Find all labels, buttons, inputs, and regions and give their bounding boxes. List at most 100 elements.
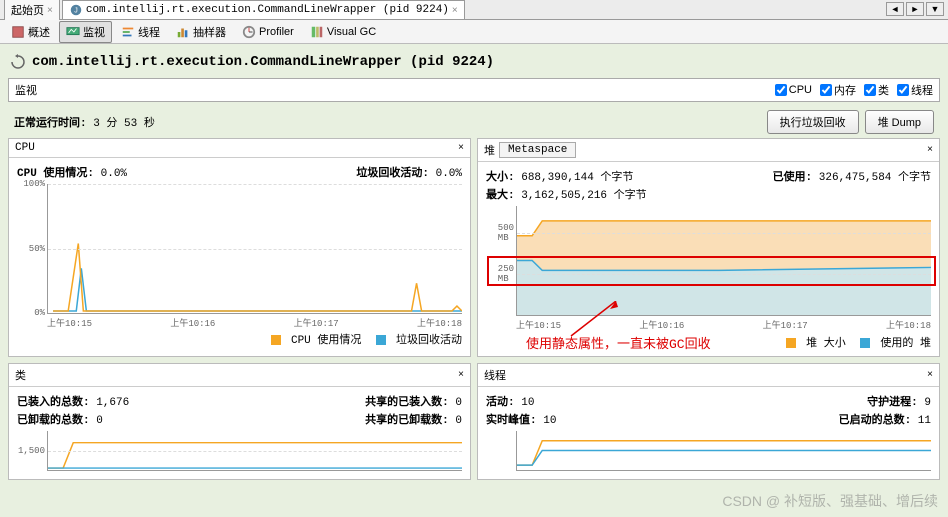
- value: 0: [96, 415, 103, 427]
- card-title: 线程: [484, 367, 506, 383]
- ylabel: 0%: [34, 308, 48, 318]
- refresh-icon[interactable]: [10, 54, 26, 70]
- label: 守护进程:: [867, 397, 918, 409]
- sampler-button[interactable]: 抽样器: [169, 21, 233, 43]
- threads-card: 线程 × 活动: 10 守护进程: 9 实时峰值: 10 已启动的总数: 11: [477, 363, 940, 480]
- threads-chart: [516, 431, 931, 471]
- card-title: 堆: [484, 142, 495, 158]
- close-icon[interactable]: ×: [927, 370, 933, 381]
- dropdown-button[interactable]: ▼: [926, 2, 944, 16]
- ylabel: 50%: [29, 244, 48, 254]
- dump-button[interactable]: 堆 Dump: [865, 110, 934, 134]
- panel-name: 监视: [15, 82, 37, 98]
- heap-size-label: 大小:: [486, 172, 515, 184]
- threads-checkbox[interactable]: 线程: [897, 82, 933, 98]
- tab-label: 起始页: [11, 2, 44, 18]
- label: Visual GC: [327, 26, 376, 38]
- heap-used-value: 326,475,584 个字节: [819, 172, 931, 184]
- tab-process[interactable]: J com.intellij.rt.execution.CommandLineW…: [62, 0, 465, 19]
- threads-icon: [121, 25, 135, 39]
- cpu-gc-value: 0.0%: [436, 168, 462, 180]
- window-buttons: ◄ ► ▼: [886, 2, 944, 16]
- label: 监视: [83, 24, 105, 40]
- close-icon[interactable]: ×: [458, 143, 464, 154]
- cpu-chart: 100% 50% 0%: [47, 184, 462, 314]
- label: 共享的已卸载数:: [365, 415, 449, 427]
- overview-button[interactable]: 概述: [4, 21, 57, 43]
- visualgc-button[interactable]: Visual GC: [303, 22, 383, 42]
- profiler-button[interactable]: Profiler: [235, 22, 301, 42]
- value: 10: [521, 397, 534, 409]
- close-icon[interactable]: ×: [458, 370, 464, 381]
- monitor-button[interactable]: 监视: [59, 21, 112, 43]
- value: 10: [543, 415, 556, 427]
- cpu-legend: CPU 使用情况 垃圾回收活动: [17, 331, 462, 347]
- charts-grid: CPU× CPU 使用情况: 0.0% 垃圾回收活动: 0.0% 100% 50…: [6, 138, 942, 480]
- next-button[interactable]: ►: [906, 2, 924, 16]
- overview-icon: [11, 25, 25, 39]
- svg-text:J: J: [74, 8, 78, 15]
- gc-button[interactable]: 执行垃圾回收: [767, 110, 859, 134]
- close-icon[interactable]: ×: [927, 145, 933, 156]
- mem-checkbox[interactable]: 内存: [820, 82, 856, 98]
- classes-checkbox[interactable]: 类: [864, 82, 889, 98]
- value: 11: [918, 415, 931, 427]
- card-title: 类: [15, 367, 26, 383]
- prev-button[interactable]: ◄: [886, 2, 904, 16]
- heap-max-label: 最大:: [486, 190, 515, 202]
- label: 抽样器: [193, 24, 226, 40]
- label: 活动:: [486, 397, 515, 409]
- label: Profiler: [259, 26, 294, 38]
- annotation-box: [487, 256, 936, 286]
- ylabel: 500 MB: [498, 223, 517, 243]
- threads-button[interactable]: 线程: [114, 21, 167, 43]
- profiler-icon: [242, 25, 256, 39]
- checkboxes: CPU 内存 类 线程: [775, 82, 933, 98]
- classes-chart: 1,500: [47, 431, 462, 471]
- heap-max-value: 3,162,505,216 个字节: [521, 190, 646, 202]
- value: 0: [455, 397, 462, 409]
- label: 共享的已装入数:: [365, 397, 449, 409]
- label: 线程: [138, 24, 160, 40]
- label: 已装入的总数:: [17, 397, 90, 409]
- cpu-gc-label: 垃圾回收活动:: [356, 168, 429, 180]
- label: 已卸载的总数:: [17, 415, 90, 427]
- cpu-checkbox[interactable]: CPU: [775, 82, 812, 98]
- panel-header: 监视 CPU 内存 类 线程: [8, 78, 940, 102]
- sampler-icon: [176, 25, 190, 39]
- ylabel: 1,500: [18, 446, 48, 456]
- close-icon[interactable]: ×: [452, 5, 458, 16]
- heap-chart: 500 MB 250 MB: [516, 206, 931, 316]
- runtime-label: 正常运行时间:: [14, 118, 87, 130]
- label: 已启动的总数:: [839, 415, 912, 427]
- label: 实时峰值:: [486, 415, 537, 427]
- cpu-usage-value: 0.0%: [101, 168, 127, 180]
- close-icon[interactable]: ×: [47, 5, 53, 16]
- visualgc-icon: [310, 25, 324, 39]
- monitor-icon: [66, 25, 80, 39]
- heap-size-value: 688,390,144 个字节: [521, 172, 633, 184]
- top-tabs: 起始页× J com.intellij.rt.execution.Command…: [0, 0, 948, 20]
- watermark: CSDN @ 补短版、强基础、增后续: [722, 491, 938, 511]
- page-title: com.intellij.rt.execution.CommandLineWra…: [32, 54, 494, 70]
- cpu-card: CPU× CPU 使用情况: 0.0% 垃圾回收活动: 0.0% 100% 50…: [8, 138, 471, 357]
- tab-start[interactable]: 起始页×: [4, 0, 60, 20]
- ylabel: 100%: [23, 179, 48, 189]
- card-title: CPU: [15, 142, 35, 154]
- annotation-text: 使用静态属性，一直未被GC回收: [526, 333, 948, 352]
- title-row: com.intellij.rt.execution.CommandLineWra…: [6, 50, 942, 78]
- value: 0: [455, 415, 462, 427]
- tab-label: com.intellij.rt.execution.CommandLineWra…: [86, 4, 449, 16]
- main-content: com.intellij.rt.execution.CommandLineWra…: [0, 44, 948, 517]
- classes-card: 类 × 已装入的总数: 1,676 共享的已装入数: 0 已卸载的总数: 0 共享…: [8, 363, 471, 480]
- runtime-row: 正常运行时间: 3 分 53 秒 执行垃圾回收 堆 Dump: [6, 106, 942, 138]
- label: 概述: [28, 24, 50, 40]
- xlabels: 上午10:15上午10:16上午10:17上午10:18: [47, 316, 462, 329]
- runtime-value: 3 分 53 秒: [93, 118, 155, 130]
- metaspace-tab[interactable]: Metaspace: [499, 142, 576, 158]
- heap-used-label: 已使用:: [773, 172, 813, 184]
- value: 9: [924, 397, 931, 409]
- toolbar: 概述 监视 线程 抽样器 Profiler Visual GC: [0, 20, 948, 44]
- value: 1,676: [96, 397, 129, 409]
- java-icon: J: [69, 3, 83, 17]
